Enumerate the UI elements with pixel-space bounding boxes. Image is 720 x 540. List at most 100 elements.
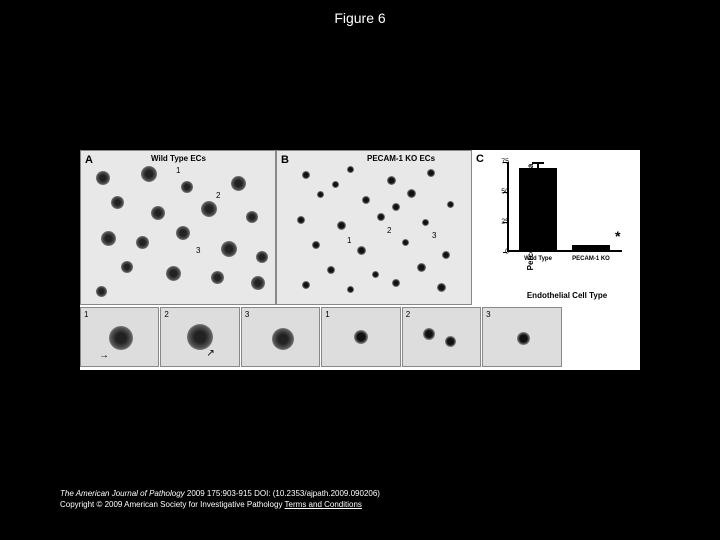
cell [181, 181, 193, 193]
citation-year-vol: 2009 175:903-915 [187, 489, 252, 498]
inset-b1: 1 [321, 307, 400, 367]
inset-num: 2 [164, 310, 168, 319]
panel-a-num-3: 3 [196, 246, 200, 255]
cell [96, 171, 110, 185]
figure-title: Figure 6 [334, 10, 385, 26]
cell-closeup [354, 330, 368, 344]
cell [347, 286, 354, 293]
cell [377, 213, 385, 221]
error-cap [532, 162, 544, 164]
cell [111, 196, 124, 209]
cell [417, 263, 426, 272]
cell [392, 279, 400, 287]
inset-num: 1 [84, 310, 88, 319]
bar-label-wt: Wild Type [517, 256, 559, 262]
cell [357, 246, 366, 255]
panel-a-title: Wild Type ECs [151, 154, 206, 163]
cell [337, 221, 346, 230]
cell [437, 283, 446, 292]
panel-a-num-2: 2 [216, 191, 220, 200]
cell [302, 281, 310, 289]
inset-num: 3 [486, 310, 490, 319]
cell-closeup [272, 328, 294, 350]
significance-asterisk: * [615, 228, 620, 244]
cell [302, 171, 310, 179]
cell [327, 266, 335, 274]
cell [101, 231, 116, 246]
cell [402, 239, 409, 246]
copyright-text: Copyright © 2009 American Society for In… [60, 500, 282, 509]
panel-b-label: B [281, 154, 289, 166]
citation-line2: Copyright © 2009 American Society for In… [60, 499, 380, 510]
figure-container: A Wild Type ECs 1 2 3 [80, 150, 640, 370]
cell [211, 271, 224, 284]
x-axis-line [507, 250, 622, 252]
panel-c-chart: C Percent Cells with Filopodia Endotheli… [472, 150, 640, 305]
cell [332, 181, 339, 188]
cell [256, 251, 268, 263]
citation-line1: The American Journal of Pathology 2009 1… [60, 488, 380, 499]
inset-a2: 2 ↗ [160, 307, 239, 367]
panel-b-num-3: 3 [432, 231, 436, 240]
cell [427, 169, 435, 177]
bottom-inset-row: 1 → 2 ↗ 3 1 2 3 [80, 307, 640, 367]
cell [251, 276, 265, 290]
cell [201, 201, 217, 217]
cell [442, 251, 450, 259]
cell [312, 241, 320, 249]
bar-ko [572, 245, 610, 250]
panel-b-num-1: 1 [347, 236, 351, 245]
cell [246, 211, 258, 223]
bar-chart: Percent Cells with Filopodia Endothelial… [507, 162, 627, 272]
arrow-icon: ↗ [206, 348, 214, 359]
terms-link[interactable]: Terms and Conditions [285, 500, 362, 509]
cell [297, 216, 305, 224]
inset-b2: 2 [402, 307, 481, 367]
tick-label-25: 25 [501, 219, 509, 226]
cell [221, 241, 237, 257]
cell [372, 271, 379, 278]
panel-a-label: A [85, 154, 93, 166]
cell [121, 261, 133, 273]
journal-name: The American Journal of Pathology [60, 489, 185, 498]
cell [317, 191, 324, 198]
arrow-icon: → [99, 350, 109, 361]
panel-b-num-2: 2 [387, 226, 391, 235]
panel-a-wildtype: A Wild Type ECs 1 2 3 [80, 150, 276, 305]
inset-b3: 3 [482, 307, 561, 367]
cell [136, 236, 149, 249]
inset-num: 2 [406, 310, 410, 319]
cell [151, 206, 165, 220]
cell [141, 166, 157, 182]
panel-c-label: C [476, 153, 484, 165]
cell [447, 201, 454, 208]
cell-closeup [517, 332, 530, 345]
inset-spacer [563, 307, 640, 367]
cell [362, 196, 370, 204]
cell-closeup [187, 324, 213, 350]
inset-num: 3 [245, 310, 249, 319]
inset-num: 1 [325, 310, 329, 319]
y-axis-line [507, 162, 509, 252]
cell [347, 166, 354, 173]
citation-block: The American Journal of Pathology 2009 1… [60, 488, 380, 510]
cell [96, 286, 107, 297]
panel-b-title: PECAM-1 KO ECs [367, 154, 435, 163]
cell [176, 226, 190, 240]
cell-closeup [445, 336, 456, 347]
inset-a3: 3 [241, 307, 320, 367]
cell [422, 219, 429, 226]
cell [387, 176, 396, 185]
cell-closeup [109, 326, 133, 350]
tick-label-0: 0 [505, 249, 509, 256]
citation-doi: DOI: (10.2353/ajpath.2009.090206) [254, 489, 380, 498]
bar-label-ko: PECAM-1 KO [567, 256, 615, 262]
cell [407, 189, 416, 198]
cell [392, 203, 400, 211]
cell [231, 176, 246, 191]
main-panels: A Wild Type ECs 1 2 3 [80, 150, 640, 305]
x-axis-label: Endothelial Cell Type [527, 291, 607, 300]
cell-closeup [423, 328, 435, 340]
panel-a-num-1: 1 [176, 166, 180, 175]
tick-label-50: 50 [501, 189, 509, 196]
